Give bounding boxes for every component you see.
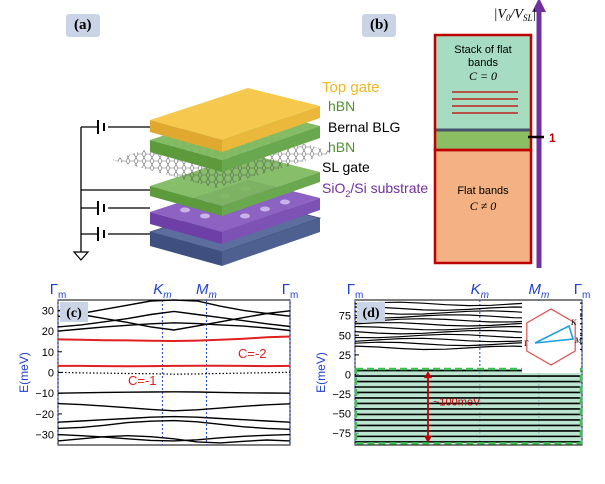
fermi-band — [57, 371, 291, 375]
upper-region-chern: C = 0 — [469, 69, 497, 83]
plot-d-ytick-label: 0 — [345, 369, 351, 381]
panel-d-tag: (d) — [362, 306, 379, 321]
band-line — [57, 310, 291, 328]
plot-d-kpoint-label: Γm — [574, 281, 591, 301]
chern-label-c2: C=-2 — [238, 346, 267, 361]
label-top-gate: Top gate — [322, 79, 380, 96]
band-line — [57, 322, 291, 332]
panel-c-tag: (c) — [66, 306, 82, 321]
plot-d-ytick-label: 25 — [339, 350, 351, 362]
gap-label: ~100meV — [433, 396, 481, 408]
plot-c-ytick-label: −10 — [35, 388, 54, 400]
band-C=-2 — [57, 335, 291, 343]
plot-d-ytick-label: 75 — [339, 311, 351, 323]
flat-band-box — [354, 367, 583, 445]
plot-c-kpoint-label: Km — [153, 281, 171, 301]
plot-d-ytick-label: −25 — [332, 389, 351, 401]
marker-one: 1 — [549, 131, 556, 145]
band-plot-d: 75 50 25 0 −25 −50 −75 Γm Km Mm Γm E(meV) ~100meV KM Γ… — [314, 281, 591, 446]
plot-d-ylabel: E(meV) — [314, 352, 328, 393]
bz-path — [534, 324, 575, 344]
label-hbn-lower: hBN — [328, 139, 355, 155]
plot-c-ytick-label: −30 — [35, 430, 54, 442]
device-stack — [72, 88, 334, 266]
flat-band-lines — [452, 91, 518, 114]
band-line — [57, 309, 291, 331]
band-line — [57, 391, 291, 394]
battery-icon — [97, 120, 105, 241]
band-line — [57, 434, 291, 444]
panel-b-tag: (b) — [362, 14, 397, 37]
ground-icon — [72, 251, 90, 261]
label-sl-gate: SL gate — [322, 159, 370, 175]
plot-c-kpoint-label: Mm — [196, 281, 217, 301]
plot-c-ytick-label: 30 — [42, 305, 54, 317]
upper-region-line2: bands — [468, 57, 498, 69]
band-line — [57, 402, 291, 412]
bz-hexagon — [526, 308, 576, 366]
plot-d-kpoint-label: Km — [471, 281, 489, 301]
band-line — [57, 415, 291, 423]
bz-label-m: M — [574, 336, 583, 345]
bz-label-gamma: Γ — [524, 339, 529, 348]
panel-c-tag-bg — [60, 302, 88, 322]
band-line — [57, 419, 291, 430]
gate-circuit — [80, 126, 150, 252]
bz-label-k: K — [570, 318, 577, 327]
panel-a-tag: (a) — [66, 14, 100, 37]
lower-region-line1: Flat bands — [457, 185, 509, 197]
plot-c-ytick-label: −20 — [35, 409, 54, 421]
panel-d-tag-bg — [357, 302, 385, 322]
bz-inset: KM Γ — [522, 301, 583, 373]
upper-region-line1: Stack of flat — [454, 44, 511, 56]
plot-d-kpoint-label: Γm — [347, 281, 364, 301]
label-hbn-upper: hBN — [328, 98, 355, 114]
band-line — [57, 299, 291, 318]
plot-c-kpoint-label: Γm — [282, 281, 299, 301]
plot-d-ytick-label: −75 — [332, 428, 351, 440]
band-schematic — [433, 0, 546, 268]
plot-d-ytick-label: 50 — [339, 330, 351, 342]
arrow-head-icon — [532, 0, 546, 12]
plot-c-ylabel: E(meV) — [17, 352, 31, 393]
plot-d-kpoint-label: Mm — [528, 281, 549, 301]
plot-d-ytick-label: −50 — [332, 409, 351, 421]
lower-region-chern: C ≠ 0 — [470, 199, 497, 213]
plot-c-kpoint-label: Γm — [50, 281, 67, 301]
plot-c-ytick-label: 0 — [48, 368, 54, 380]
axis-label-v0-vsl: |V0/VSL| — [494, 7, 537, 23]
bz-inset-bg — [522, 301, 580, 373]
gap-arrow-down-icon — [424, 435, 432, 443]
plot-c-ytick-label: 20 — [42, 326, 54, 338]
chern-label-c1: C=-1 — [128, 373, 157, 388]
label-bernal-blg: Bernal BLG — [328, 119, 400, 135]
gap-arrow-up-icon — [424, 371, 432, 379]
band-line — [57, 433, 291, 442]
band-C=-1 — [58, 364, 291, 368]
band-plot-c: 30 20 10 0 −10 −20 −30 Γm Km Mm Γm E(meV) C=-2 C=-1 (c… — [17, 281, 299, 446]
label-substrate: SiO2/Si substrate — [322, 180, 428, 199]
plot-c-ytick-label: 10 — [42, 347, 54, 359]
